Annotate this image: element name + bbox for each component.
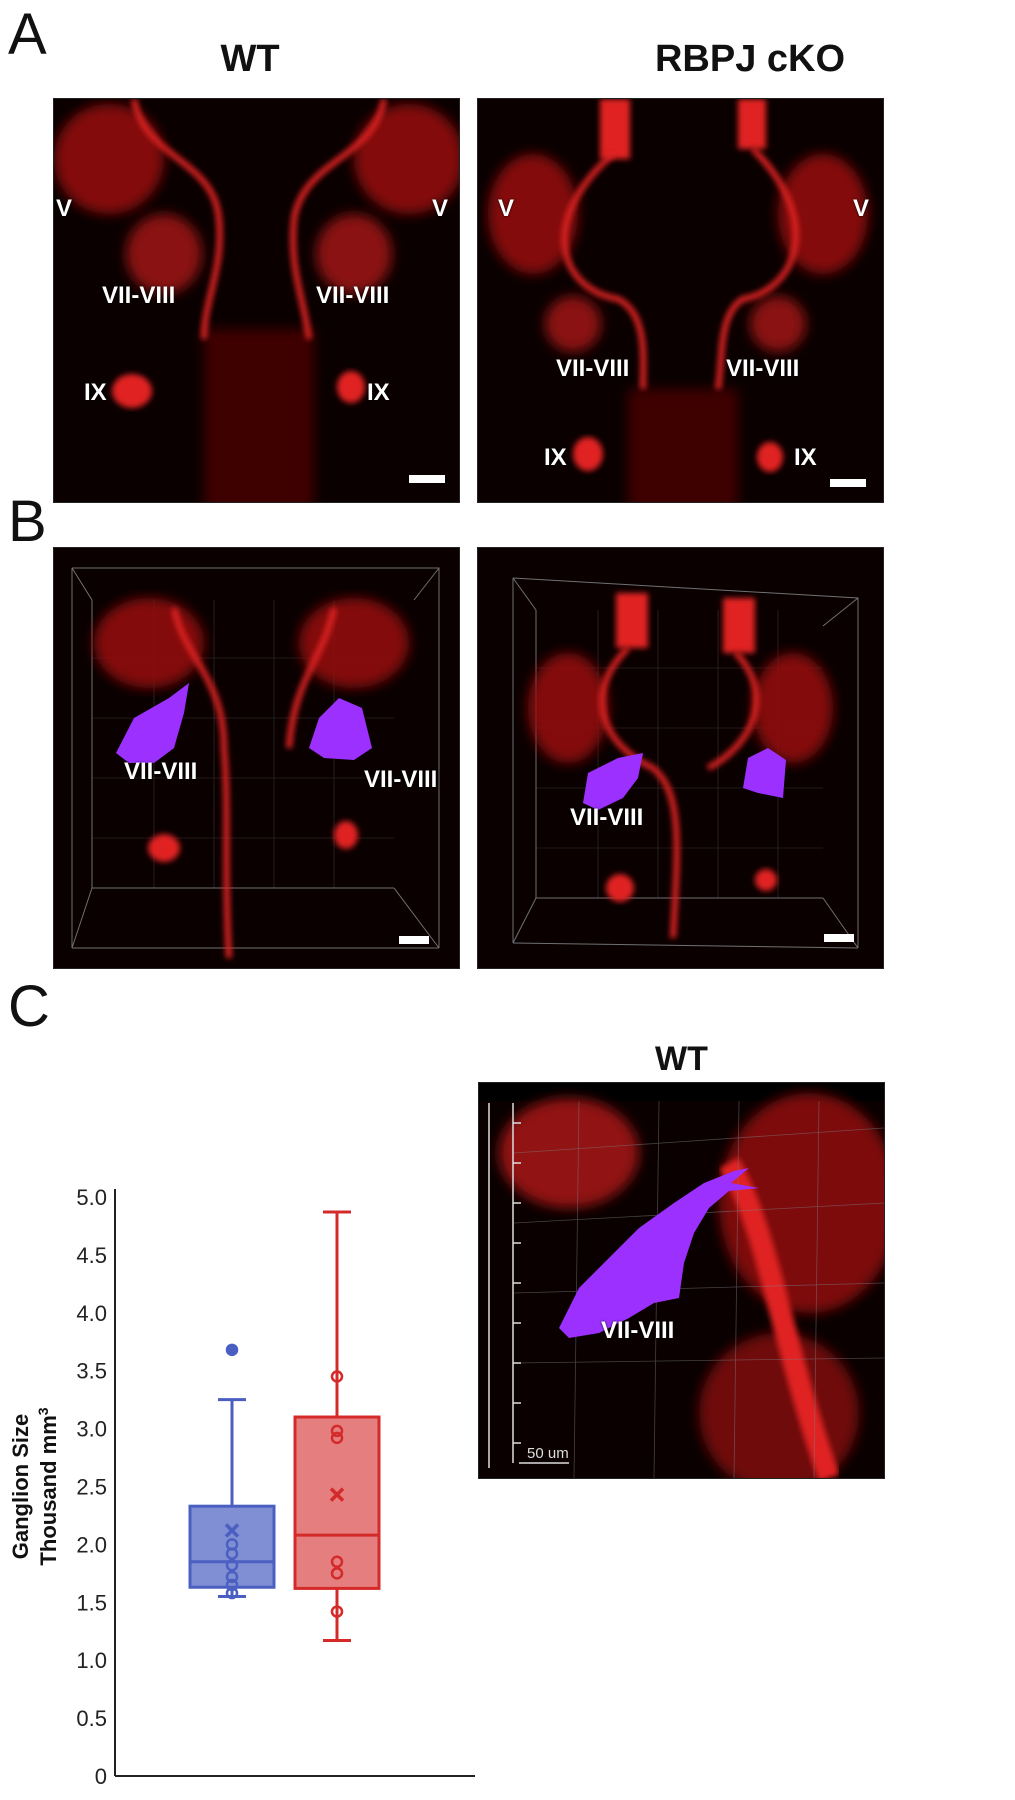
micrograph-a-cko: V V VII-VIII VII-VIII IX IX [477, 98, 884, 503]
panel-letter-a: A [8, 2, 47, 67]
label-vii-viii-left: VII-VIII [102, 282, 176, 309]
title-rbpj-cko: RBPJ cKO [654, 38, 846, 80]
label-vii-viii: VII-VIII [570, 804, 644, 831]
y-tick-label: 3.5 [76, 1359, 107, 1384]
inset-scale-text: 50 um [527, 1445, 569, 1462]
label-ix-right: IX [367, 379, 390, 406]
y-tick-label: 0 [95, 1764, 107, 1789]
label-vii-viii-left: VII-VIII [124, 758, 198, 785]
micrograph-b-cko: VII-VIII [477, 547, 884, 969]
y-tick-label: 5.0 [76, 1185, 107, 1210]
scale-bar [830, 479, 866, 487]
scale-bar [399, 936, 429, 944]
micrograph-a-cko-image [488, 99, 868, 502]
label-v-left: V [56, 195, 73, 222]
y-tick-label: 1.5 [76, 1590, 107, 1615]
data-point [225, 1578, 239, 1592]
panel-letter-c: C [8, 974, 50, 1039]
label-v-left: V [498, 195, 515, 222]
data-point [330, 1370, 344, 1383]
y-tick-label: 4.0 [76, 1301, 107, 1326]
title-wt: WT [220, 38, 280, 80]
y-axis-label-superscript: 3 [35, 1407, 51, 1415]
y-tick-label: 2.0 [76, 1532, 107, 1557]
y-tick-label: 2.5 [76, 1475, 107, 1500]
data-point [225, 1343, 239, 1357]
mean-marker [329, 1487, 345, 1502]
micrograph-a-wt: V V VII-VIII VII-VIII IX IX [53, 98, 460, 503]
label-vii-viii-right: VII-VIII [316, 282, 390, 309]
data-point [225, 1570, 239, 1584]
y-axis-label-unit: Thousand mm3 [35, 1407, 61, 1565]
data-point [330, 1567, 344, 1580]
micrograph-b-cko-image [512, 577, 859, 949]
data-point [225, 1538, 239, 1551]
data-point [225, 1558, 239, 1572]
data-point [330, 1424, 344, 1438]
label-v-right: V [432, 195, 449, 222]
label-ix-left: IX [544, 444, 567, 471]
y-tick-label: 0.5 [76, 1706, 107, 1731]
label-vii-viii-right: VII-VIII [364, 766, 438, 793]
data-point [330, 1555, 344, 1569]
label-vii-viii-left: VII-VIII [556, 355, 630, 382]
micrograph-c-inset: VII-VIII 50 um [478, 1082, 885, 1479]
micrograph-b-wt: VII-VIII VII-VIII [53, 547, 460, 969]
inset-title: WT [655, 1040, 708, 1078]
y-tick-label: 1.0 [76, 1648, 107, 1673]
y-tick-label: 4.5 [76, 1243, 107, 1268]
data-point [225, 1586, 239, 1600]
scale-bar [409, 475, 445, 483]
label-vii-viii-right: VII-VIII [726, 355, 800, 382]
mean-marker [224, 1523, 240, 1538]
y-axis-label: Ganglion Size [8, 1414, 33, 1559]
micrograph-a-wt-image [54, 99, 459, 502]
label-v-right: V [853, 195, 870, 222]
inset-label-vii-viii: VII-VIII [601, 1317, 675, 1344]
ganglion-size-box-plot: 0 0.5 1.0 1.5 2.0 2.5 3.0 3.5 4.0 4.5 5.0 Ganglion … [8, 1185, 475, 1789]
panel-letter-b: B [8, 489, 47, 554]
box-iqr [293, 1415, 381, 1590]
micrograph-c-inset-image [479, 1083, 884, 1478]
y-tick-label: 3.0 [76, 1417, 107, 1442]
label-ix-left: IX [84, 379, 107, 406]
label-ix-right: IX [794, 444, 817, 471]
data-point [330, 1431, 344, 1445]
data-point [330, 1605, 344, 1618]
scale-bar [824, 934, 854, 942]
box-iqr [188, 1504, 276, 1589]
micrograph-b-wt-image [71, 567, 440, 959]
